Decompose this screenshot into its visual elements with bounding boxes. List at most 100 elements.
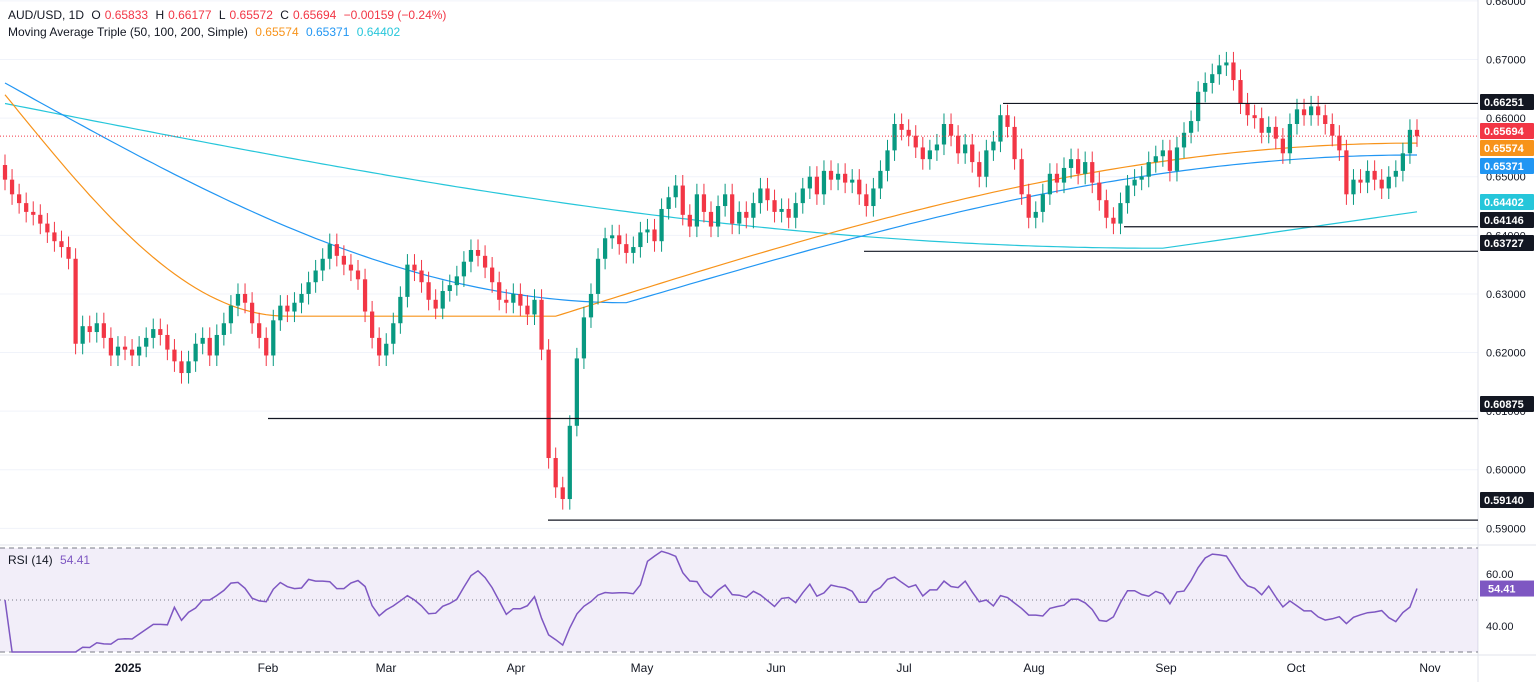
rsi-value-tag-label: 54.41 — [1488, 584, 1516, 596]
candle — [1125, 185, 1130, 204]
candle — [1273, 126, 1278, 139]
price-tag — [1480, 158, 1534, 174]
candle — [172, 349, 177, 362]
candle — [1033, 211, 1038, 218]
candle — [384, 343, 389, 356]
candle — [144, 337, 149, 347]
candle — [638, 232, 643, 248]
candle — [214, 334, 219, 356]
price-tag — [1480, 396, 1534, 412]
candle — [73, 258, 78, 344]
candle — [1139, 176, 1144, 180]
candle — [715, 206, 721, 227]
x-tick-label: Apr — [507, 661, 526, 675]
candle — [687, 214, 692, 227]
candle — [1104, 200, 1109, 218]
candle — [1019, 159, 1024, 195]
candle — [850, 179, 855, 183]
symbol-label[interactable]: AUD/USD, 1D — [8, 8, 85, 22]
price-tag-label: 0.63727 — [1484, 238, 1524, 250]
ma50-line — [4, 94, 1417, 317]
candle — [285, 305, 290, 312]
rsi-legend[interactable]: RSI (14) 54.41 — [8, 553, 94, 567]
x-tick-label: Nov — [1419, 661, 1440, 675]
candle — [129, 349, 135, 356]
candle — [1393, 170, 1398, 177]
candle — [1097, 182, 1102, 201]
candle — [913, 135, 918, 148]
candle — [1118, 203, 1123, 224]
y-tick-label: 0.66000 — [1486, 113, 1526, 125]
candle — [179, 361, 184, 374]
candle — [772, 200, 777, 212]
candle — [631, 247, 636, 253]
candle — [461, 261, 467, 277]
candle — [1083, 162, 1088, 174]
ma50-value: 0.65574 — [255, 25, 299, 39]
candle — [1076, 159, 1081, 174]
candle — [31, 211, 36, 215]
candle — [793, 203, 798, 218]
price-tag-label: 0.60875 — [1484, 399, 1524, 411]
candle — [1316, 106, 1321, 116]
candle — [398, 296, 403, 324]
candle — [334, 244, 339, 256]
candle — [955, 135, 961, 154]
candle — [751, 203, 756, 218]
candle — [1167, 150, 1173, 171]
ma100-line — [4, 82, 1417, 304]
candle — [758, 188, 763, 204]
candle — [426, 282, 431, 300]
candle — [504, 299, 509, 303]
candle — [320, 258, 325, 271]
candle — [800, 188, 805, 204]
candle — [221, 323, 226, 335]
y-tick-label: 0.67000 — [1486, 55, 1526, 67]
candle — [539, 299, 544, 350]
candle — [977, 162, 982, 177]
candle — [624, 244, 629, 253]
candle — [122, 346, 128, 350]
candle — [362, 279, 368, 312]
candle — [313, 270, 318, 283]
candle — [66, 247, 71, 259]
candle — [278, 305, 283, 321]
candle — [158, 329, 163, 335]
candle — [327, 244, 332, 259]
candle — [1153, 156, 1158, 163]
ma-legend[interactable]: Moving Average Triple (50, 100, 200, Sim… — [8, 25, 404, 39]
candle — [94, 323, 99, 333]
candle — [207, 337, 212, 356]
candle — [906, 129, 911, 136]
price-tag-label: 0.65371 — [1484, 161, 1524, 173]
candle — [1266, 126, 1271, 133]
candle — [546, 349, 551, 459]
candle — [737, 211, 742, 224]
candle — [1280, 138, 1285, 154]
candle — [440, 291, 445, 309]
rsi-tick-label: 40.00 — [1486, 621, 1514, 633]
price-tag — [1480, 94, 1534, 110]
candle — [299, 293, 304, 303]
candle — [17, 194, 22, 204]
candle — [45, 223, 50, 233]
candle — [348, 264, 354, 271]
candle — [257, 323, 262, 338]
ma-indicator-name: Moving Average Triple (50, 100, 200, Sim… — [8, 25, 248, 39]
candle — [370, 311, 375, 338]
candle — [1047, 173, 1052, 195]
price-tag — [1480, 140, 1534, 156]
low-value: 0.65572 — [229, 8, 273, 22]
rsi-name: RSI (14) — [8, 553, 53, 567]
price-tag — [1480, 123, 1534, 139]
candle — [892, 123, 897, 151]
candle — [948, 123, 954, 136]
candle — [497, 282, 502, 300]
candle — [610, 235, 615, 239]
candle — [617, 235, 622, 245]
change-value: −0.00159 (−0.24%) — [343, 8, 447, 22]
candle — [38, 214, 43, 224]
high-value: 0.66177 — [168, 8, 212, 22]
candle — [1308, 106, 1314, 116]
